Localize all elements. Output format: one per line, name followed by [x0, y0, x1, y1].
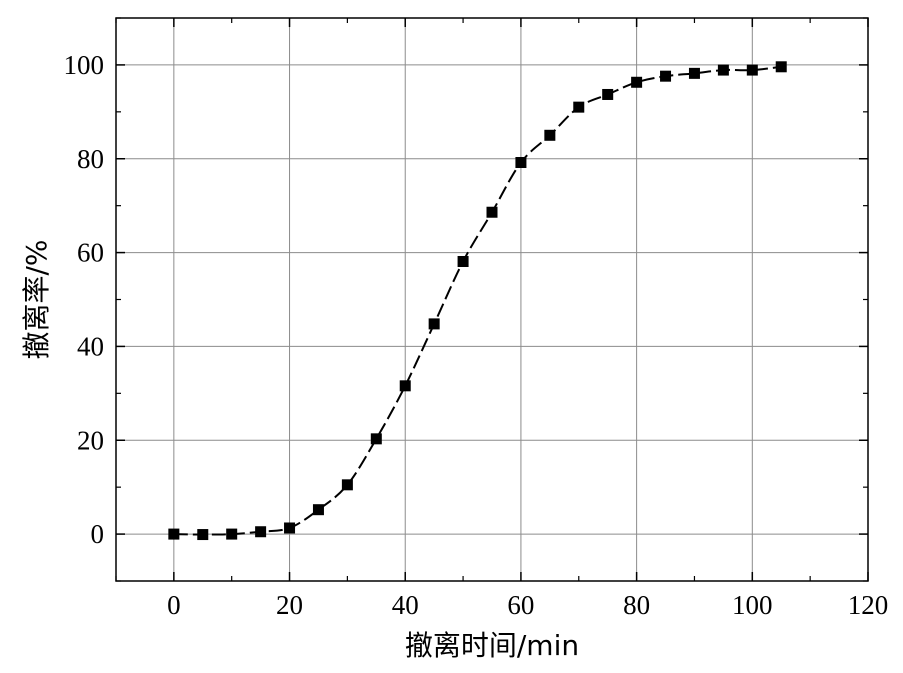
y-tick-label: 100 [64, 50, 105, 80]
y-tick-label: 0 [91, 519, 105, 549]
tick-labels: 0 20 40 60 80 100 120 0 20 40 60 80 100 [64, 50, 889, 620]
x-tick-label: 40 [392, 590, 419, 620]
data-point-marker [515, 157, 527, 169]
data-point-marker [255, 526, 267, 538]
data-point-marker [197, 529, 209, 541]
data-markers [168, 61, 787, 541]
plot-frame [115, 17, 869, 582]
data-point-marker [746, 64, 758, 76]
data-point-marker [573, 101, 585, 113]
y-tick-label: 20 [77, 425, 104, 455]
data-point-marker [486, 206, 498, 218]
fit-curve [173, 65, 782, 536]
data-point-marker [457, 255, 469, 267]
y-tick-label: 60 [77, 238, 104, 268]
x-tick-label: 0 [167, 590, 181, 620]
data-point-marker [717, 64, 729, 76]
data-point-marker [428, 318, 440, 330]
x-axis-label: 撤离时间/min [405, 629, 579, 662]
data-point-marker [341, 479, 353, 491]
data-point-marker [631, 76, 643, 88]
data-point-marker [399, 380, 411, 392]
y-tick-label: 40 [77, 331, 104, 361]
data-point-marker [544, 129, 556, 141]
data-point-marker [775, 61, 787, 73]
data-point-marker [602, 88, 614, 100]
data-point-marker [312, 504, 324, 516]
data-point-marker [370, 433, 382, 445]
grid-lines [116, 18, 869, 581]
data-point-marker [688, 67, 700, 79]
x-tick-label: 80 [623, 590, 650, 620]
data-point-marker [168, 528, 180, 540]
data-point-marker [226, 528, 238, 540]
x-tick-label: 60 [507, 590, 534, 620]
x-tick-label: 100 [732, 590, 773, 620]
data-point-marker [284, 522, 296, 534]
fit-curve-layer [173, 65, 782, 536]
x-tick-label: 20 [276, 590, 303, 620]
y-tick-label: 80 [77, 144, 104, 174]
y-axis-label: 撤离率/% [20, 239, 53, 359]
data-point-marker [660, 70, 672, 82]
axis-ticks [115, 17, 869, 582]
x-tick-label: 120 [848, 590, 889, 620]
